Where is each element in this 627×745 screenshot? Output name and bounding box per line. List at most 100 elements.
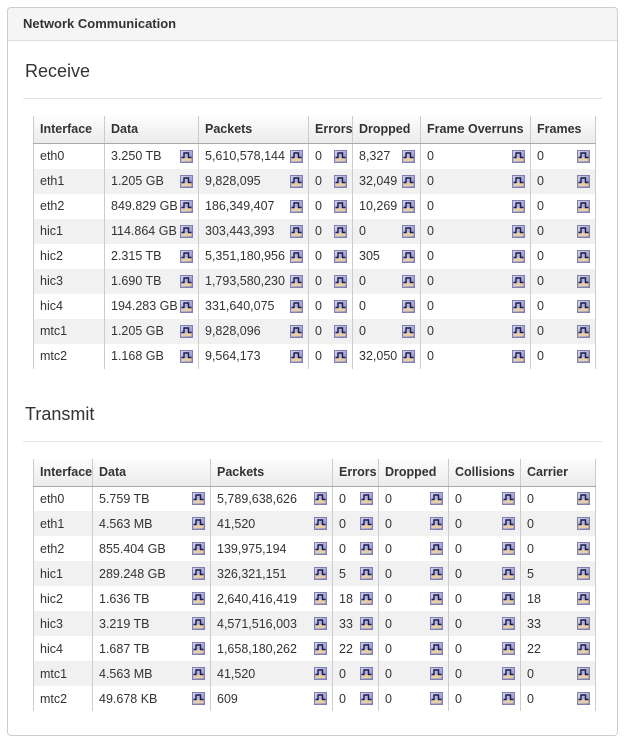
chart-icon[interactable]: [360, 617, 373, 630]
chart-icon[interactable]: [290, 224, 303, 238]
chart-icon[interactable]: [577, 149, 590, 163]
chart-icon[interactable]: [180, 174, 193, 188]
chart-icon[interactable]: [512, 274, 525, 288]
chart-icon[interactable]: [577, 667, 590, 680]
chart-icon[interactable]: [502, 667, 515, 680]
chart-icon[interactable]: [430, 642, 443, 655]
chart-icon[interactable]: [502, 592, 515, 605]
chart-icon[interactable]: [180, 299, 193, 313]
chart-icon[interactable]: [402, 249, 415, 263]
chart-icon[interactable]: [512, 149, 525, 163]
chart-icon[interactable]: [402, 149, 415, 163]
chart-icon[interactable]: [577, 692, 590, 705]
chart-icon[interactable]: [290, 174, 303, 188]
chart-icon[interactable]: [334, 249, 347, 263]
chart-icon[interactable]: [290, 299, 303, 313]
chart-icon[interactable]: [430, 542, 443, 555]
chart-icon[interactable]: [402, 324, 415, 338]
chart-icon[interactable]: [402, 349, 415, 363]
chart-icon[interactable]: [290, 149, 303, 163]
chart-icon[interactable]: [180, 224, 193, 238]
chart-icon[interactable]: [577, 592, 590, 605]
chart-icon[interactable]: [502, 492, 515, 506]
chart-icon[interactable]: [430, 517, 443, 530]
chart-icon[interactable]: [502, 692, 515, 705]
chart-icon[interactable]: [360, 642, 373, 655]
chart-icon[interactable]: [577, 642, 590, 655]
chart-icon[interactable]: [577, 517, 590, 530]
chart-icon[interactable]: [314, 642, 327, 655]
chart-icon[interactable]: [577, 349, 590, 363]
chart-icon[interactable]: [360, 667, 373, 680]
chart-icon[interactable]: [192, 617, 205, 630]
chart-icon[interactable]: [577, 567, 590, 580]
chart-icon[interactable]: [512, 199, 525, 213]
chart-icon[interactable]: [360, 692, 373, 705]
chart-icon[interactable]: [314, 542, 327, 555]
chart-icon[interactable]: [360, 542, 373, 555]
chart-icon[interactable]: [430, 617, 443, 630]
chart-icon[interactable]: [334, 224, 347, 238]
chart-icon[interactable]: [360, 492, 373, 506]
chart-icon[interactable]: [290, 349, 303, 363]
chart-icon[interactable]: [430, 592, 443, 605]
chart-icon[interactable]: [402, 299, 415, 313]
chart-icon[interactable]: [577, 174, 590, 188]
chart-icon[interactable]: [314, 517, 327, 530]
chart-icon[interactable]: [402, 174, 415, 188]
chart-icon[interactable]: [430, 492, 443, 506]
chart-icon[interactable]: [180, 274, 193, 288]
chart-icon[interactable]: [192, 542, 205, 555]
chart-icon[interactable]: [290, 249, 303, 263]
chart-icon[interactable]: [180, 324, 193, 338]
chart-icon[interactable]: [314, 492, 327, 506]
chart-icon[interactable]: [180, 149, 193, 163]
chart-icon[interactable]: [290, 199, 303, 213]
chart-icon[interactable]: [180, 199, 193, 213]
chart-icon[interactable]: [502, 567, 515, 580]
chart-icon[interactable]: [334, 274, 347, 288]
chart-icon[interactable]: [290, 324, 303, 338]
chart-icon[interactable]: [430, 667, 443, 680]
chart-icon[interactable]: [430, 692, 443, 705]
chart-icon[interactable]: [502, 642, 515, 655]
chart-icon[interactable]: [512, 174, 525, 188]
chart-icon[interactable]: [512, 349, 525, 363]
chart-icon[interactable]: [577, 274, 590, 288]
chart-icon[interactable]: [334, 324, 347, 338]
chart-icon[interactable]: [512, 249, 525, 263]
chart-icon[interactable]: [192, 667, 205, 680]
chart-icon[interactable]: [502, 542, 515, 555]
chart-icon[interactable]: [512, 324, 525, 338]
chart-icon[interactable]: [360, 517, 373, 530]
chart-icon[interactable]: [360, 592, 373, 605]
chart-icon[interactable]: [192, 517, 205, 530]
chart-icon[interactable]: [192, 492, 205, 506]
chart-icon[interactable]: [180, 349, 193, 363]
chart-icon[interactable]: [192, 592, 205, 605]
chart-icon[interactable]: [512, 224, 525, 238]
chart-icon[interactable]: [192, 692, 205, 705]
chart-icon[interactable]: [402, 224, 415, 238]
chart-icon[interactable]: [360, 567, 373, 580]
chart-icon[interactable]: [502, 617, 515, 630]
chart-icon[interactable]: [192, 642, 205, 655]
chart-icon[interactable]: [314, 617, 327, 630]
chart-icon[interactable]: [334, 199, 347, 213]
chart-icon[interactable]: [314, 692, 327, 705]
chart-icon[interactable]: [577, 199, 590, 213]
chart-icon[interactable]: [430, 567, 443, 580]
chart-icon[interactable]: [314, 567, 327, 580]
chart-icon[interactable]: [334, 149, 347, 163]
chart-icon[interactable]: [314, 667, 327, 680]
chart-icon[interactable]: [180, 249, 193, 263]
chart-icon[interactable]: [334, 299, 347, 313]
chart-icon[interactable]: [577, 542, 590, 555]
chart-icon[interactable]: [577, 224, 590, 238]
chart-icon[interactable]: [402, 199, 415, 213]
chart-icon[interactable]: [314, 592, 327, 605]
chart-icon[interactable]: [512, 299, 525, 313]
chart-icon[interactable]: [577, 249, 590, 263]
chart-icon[interactable]: [334, 174, 347, 188]
chart-icon[interactable]: [192, 567, 205, 580]
